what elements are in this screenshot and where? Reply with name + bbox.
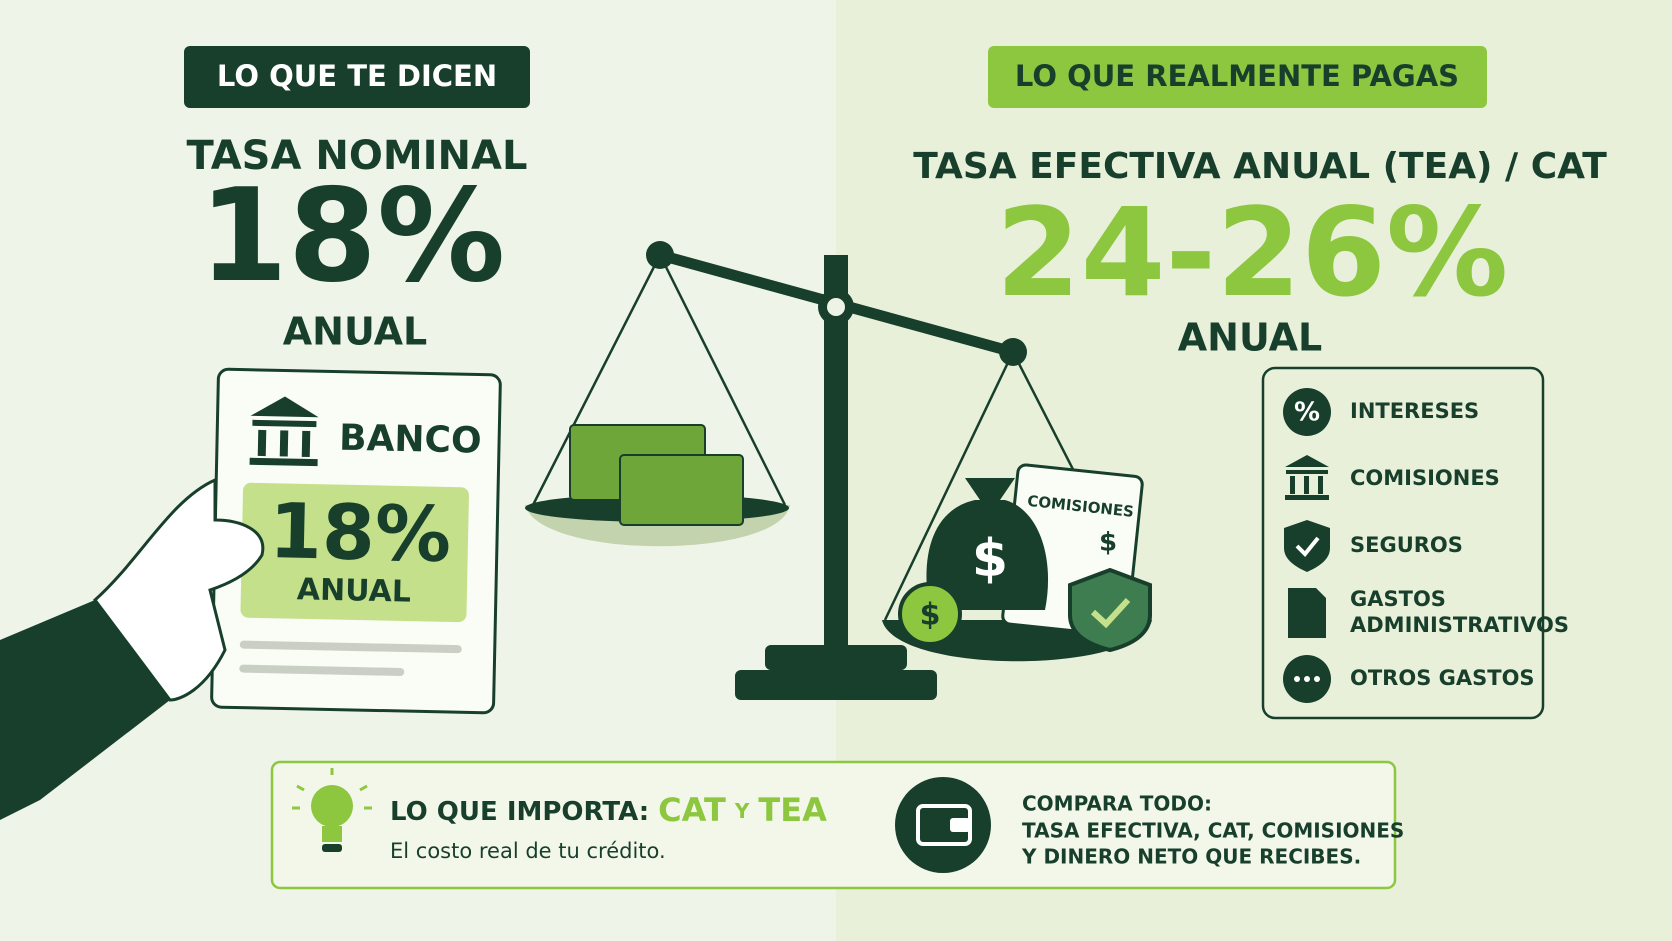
left-period: ANUAL [283, 310, 428, 354]
cost-item: SEGUROS [1350, 533, 1463, 557]
coin-symbol: $ [920, 598, 941, 633]
bank-icon [249, 396, 319, 467]
compare-title: COMPARA TODO: [1022, 792, 1212, 816]
cost-item: COMISIONES [1350, 466, 1500, 490]
right-period: ANUAL [1178, 316, 1323, 360]
bulb-icon [292, 768, 372, 852]
cost-item: OTROS GASTOS [1350, 666, 1535, 690]
balance-scale: COMISIONES $ $ $ [525, 241, 1152, 700]
right-badge-text: LO QUE REALMENTE PAGAS [1015, 59, 1459, 93]
icon-fees [1285, 455, 1329, 500]
left-heading: TASA NOMINAL [187, 133, 528, 179]
icon-insurance-check [1295, 536, 1320, 557]
compare-line: Y DINERO NETO QUE RECIBES. [1021, 845, 1361, 869]
bag-symbol: $ [972, 529, 1008, 589]
icon-insurance [1284, 520, 1330, 572]
important-second: TEA [758, 791, 827, 829]
icon-other-dots [1294, 676, 1320, 682]
right-rate: 24-26% [996, 182, 1508, 324]
hand [0, 477, 265, 820]
card-highlight [240, 482, 469, 623]
card-bank: BANCO [339, 418, 482, 462]
left-rate: 18% [199, 162, 505, 311]
cost-item: ADMINISTRATIVOS [1350, 613, 1569, 637]
icon-admin [1288, 588, 1326, 638]
important-line: LO QUE IMPORTA: CAT Y TEA [390, 791, 827, 829]
right-badge [988, 46, 1487, 108]
costs-box [1261, 366, 1545, 720]
footer-box [270, 760, 1397, 890]
important-connector: Y [734, 799, 750, 823]
right-heading: TASA EFECTIVA ANUAL (TEA) / CAT [913, 146, 1607, 187]
icon-interest-text: % [1294, 398, 1320, 428]
wallet-icon [895, 777, 991, 873]
document-symbol: $ [1099, 528, 1117, 558]
cost-item: INTERESES [1350, 399, 1479, 423]
important-label: LO QUE IMPORTA: [390, 797, 649, 827]
left-badge [184, 46, 530, 108]
compare-line: TASA EFECTIVA, CAT, COMISIONES [1022, 819, 1404, 843]
cost-item: GASTOS [1350, 587, 1446, 611]
important-first: CAT [658, 791, 726, 829]
left-badge-text: LO QUE TE DICEN [217, 59, 497, 93]
important-note: El costo real de tu crédito. [390, 839, 666, 863]
card-period: ANUAL [297, 572, 412, 609]
icon-interest [1283, 388, 1331, 436]
card-rate: 18% [268, 486, 452, 579]
